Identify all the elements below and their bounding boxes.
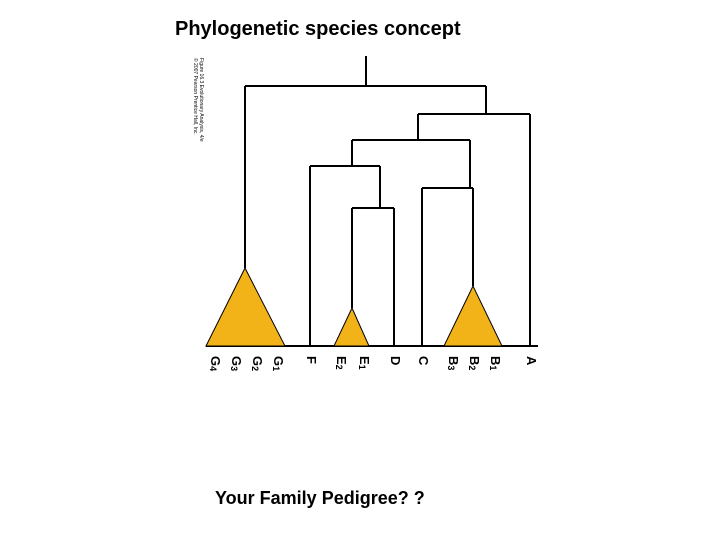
clade-triangle-E [334,308,369,346]
svg-text:D: D [388,356,403,365]
clade-triangle-B [444,286,502,346]
svg-text:G3: G3 [228,356,243,371]
svg-text:© 2007 Pearson Prentice Hall,: © 2007 Pearson Prentice Hall, Inc. [192,58,199,135]
svg-text:G4: G4 [207,356,222,371]
svg-text:A: A [524,356,539,366]
tip-label-G4: G4 [207,356,222,371]
svg-text:B2: B2 [466,356,481,370]
tip-label-B3: B3 [445,356,460,370]
tip-label-G1: G1 [270,356,285,371]
tip-label-A: A [524,356,539,366]
svg-text:B1: B1 [487,356,502,370]
subtitle: Your Family Pedigree? ? [215,488,425,509]
svg-text:C: C [416,356,431,366]
clade-triangle-G [206,268,285,346]
tip-label-F: F [304,356,319,364]
phylogenetic-tree: G4 G3 G2 G1 F E2 E1 D C B3 B2 B1 A Figure 16.3 Evolu… [170,48,590,468]
tip-label-G2: G2 [249,356,264,371]
tip-label-E1: E1 [356,356,371,370]
svg-text:G1: G1 [270,356,285,371]
tip-label-B1: B1 [487,356,502,370]
svg-text:B3: B3 [445,356,460,370]
tip-label-E2: E2 [333,356,348,370]
tip-label-D: D [388,356,403,365]
page-title: Phylogenetic species concept [175,18,461,41]
svg-text:F: F [304,356,319,364]
svg-text:E1: E1 [356,356,371,370]
svg-text:E2: E2 [333,356,348,370]
tip-label-C: C [416,356,431,366]
figure-attribution: Figure 16.3 Evolutionary Analysis, 4/e© … [192,58,204,142]
tip-label-B2: B2 [466,356,481,370]
svg-text:G2: G2 [249,356,264,371]
tip-label-G3: G3 [228,356,243,371]
